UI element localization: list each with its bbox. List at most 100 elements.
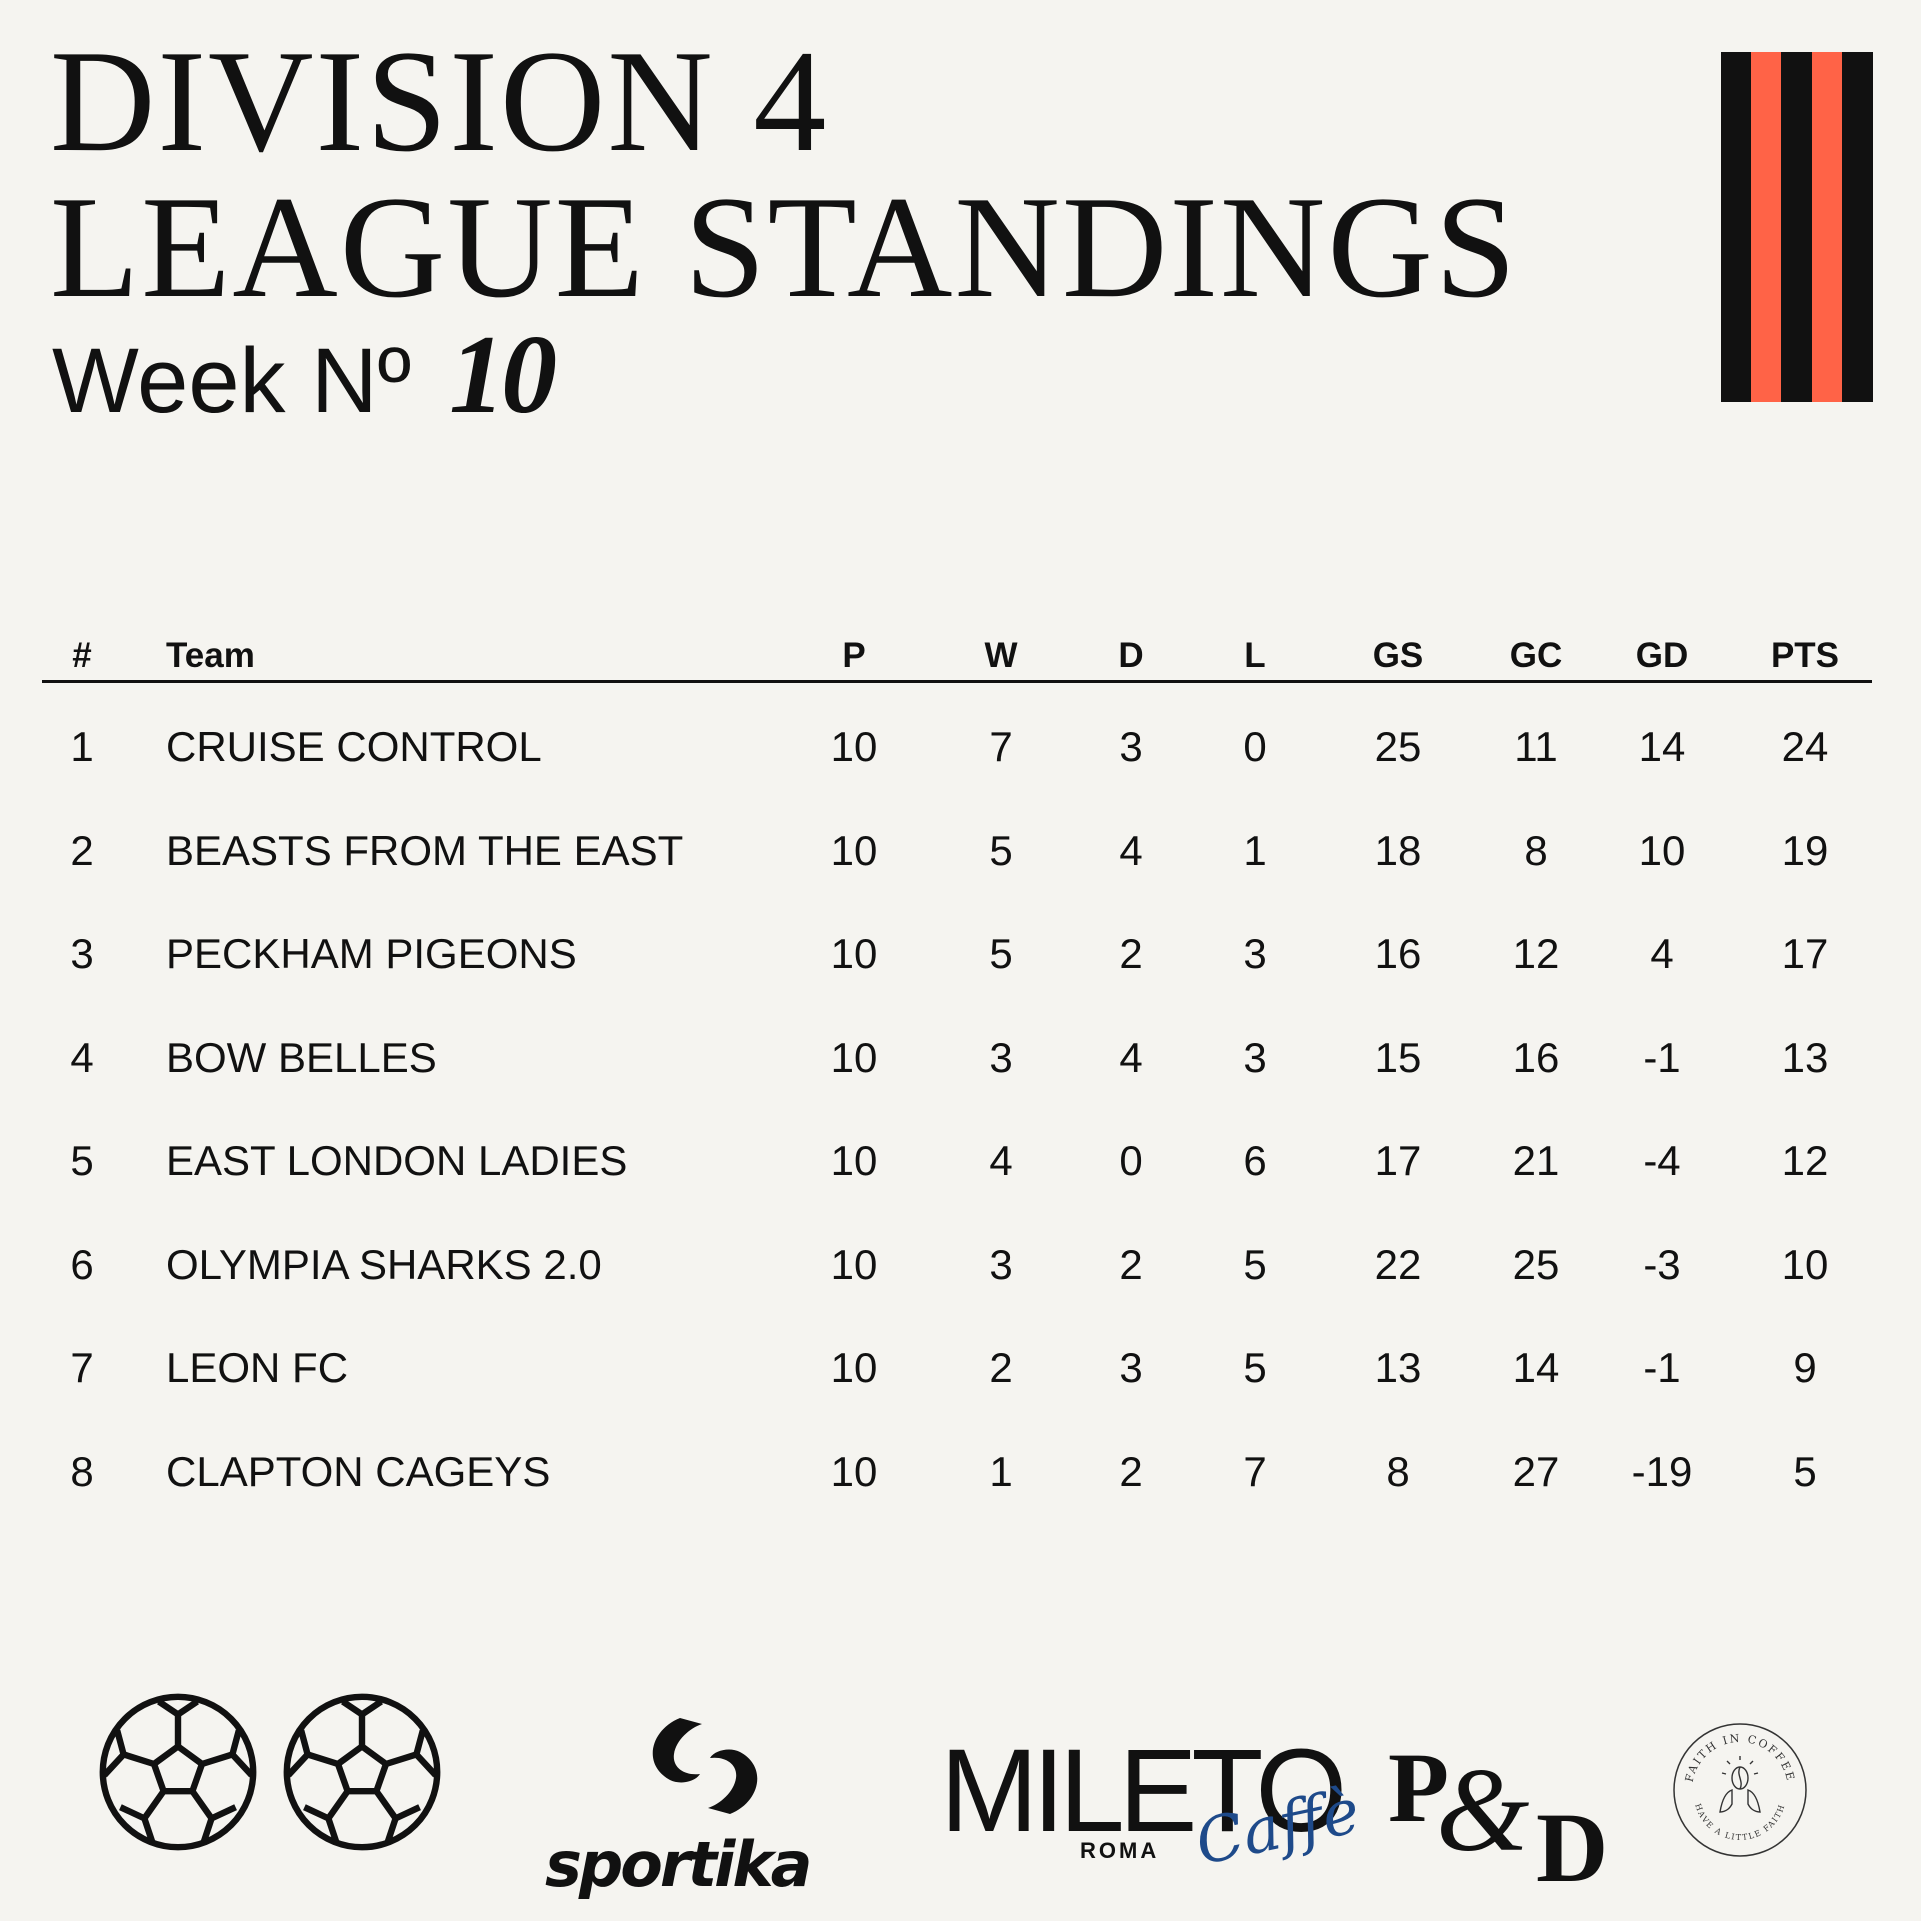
goals-conceded: 25: [1512, 1240, 1560, 1288]
rank: 5: [70, 1137, 94, 1184]
team-name: LEON FC: [166, 1344, 349, 1391]
table-row: 3 PECKHAM PIGEONS 10 5 2 3 16 12 4 17: [42, 898, 1872, 1002]
table-row: 7 LEON FC 10 2 3 5 13 14 -1 9: [42, 1312, 1872, 1416]
points: 13: [1781, 1033, 1829, 1081]
rank: 8: [70, 1447, 94, 1495]
header-drawn: D: [1118, 636, 1144, 675]
team-name: PECKHAM PIGEONS: [166, 930, 577, 977]
goals-conceded: 21: [1512, 1137, 1560, 1184]
table-row: 5 EAST LONDON LADIES 10 4 0 6 17 21 -4 1…: [42, 1105, 1872, 1209]
played: 10: [830, 930, 878, 977]
sponsor-footer: sportika MILETO ROMA Caffè P & D FAITH I…: [0, 1690, 1921, 1901]
drawn: 2: [1119, 1447, 1143, 1495]
rank: 3: [70, 930, 94, 977]
goals-conceded: 14: [1512, 1344, 1560, 1391]
drawn: 0: [1119, 1137, 1143, 1184]
won: 5: [989, 826, 1013, 874]
header-won: W: [984, 636, 1018, 675]
coffee-bean-icon: [1719, 1756, 1761, 1813]
header-played: P: [842, 636, 866, 675]
goals-conceded: 27: [1512, 1447, 1560, 1495]
header-points: PTS: [1770, 636, 1840, 675]
header-goals-conceded: GC: [1509, 636, 1563, 675]
goals-scored: 15: [1374, 1033, 1422, 1081]
drawn: 2: [1119, 930, 1143, 977]
played: 10: [830, 1137, 878, 1184]
pd-ampersand: &: [1436, 1743, 1530, 1876]
pd-letter-p: P: [1388, 1732, 1450, 1843]
standings-table: # Team P W D L GS GC GD PTS 1 CRUISE CON…: [42, 630, 1872, 1519]
goals-scored: 18: [1374, 826, 1422, 874]
points: 12: [1781, 1137, 1829, 1184]
table-row: 8 CLAPTON CAGEYS 10 1 2 7 8 27 -19 5: [42, 1416, 1872, 1520]
goal-difference: 10: [1638, 826, 1686, 874]
lost: 5: [1243, 1240, 1267, 1288]
drawn: 4: [1119, 1033, 1143, 1081]
points: 10: [1781, 1240, 1829, 1288]
fic-bottom-text: HAVE A LITTLE FAITH: [1693, 1803, 1785, 1843]
sportika-wordmark: sportika: [545, 1828, 812, 1901]
lost: 7: [1243, 1447, 1267, 1495]
rank: 4: [70, 1033, 94, 1081]
won: 3: [989, 1240, 1013, 1288]
header-team: Team: [166, 636, 255, 675]
points: 9: [1793, 1344, 1817, 1391]
drawn: 4: [1119, 826, 1143, 874]
played: 10: [830, 826, 878, 874]
points: 5: [1793, 1447, 1817, 1495]
team-name: BEASTS FROM THE EAST: [166, 826, 684, 874]
goals-scored: 16: [1374, 930, 1422, 977]
header-lost: L: [1244, 636, 1266, 675]
drawn: 2: [1119, 1240, 1143, 1288]
lost: 3: [1243, 930, 1267, 977]
team-name: CLAPTON CAGEYS: [166, 1447, 551, 1495]
goals-conceded: 8: [1524, 826, 1548, 874]
played: 10: [830, 1447, 878, 1495]
team-name: EAST LONDON LADIES: [166, 1137, 628, 1184]
won: 2: [989, 1344, 1013, 1391]
stripes-graphic: [1721, 52, 1873, 402]
lost: 0: [1243, 723, 1267, 770]
team-name: BOW BELLES: [166, 1033, 437, 1081]
sportika-swoosh-icon: [652, 1718, 758, 1814]
won: 1: [989, 1447, 1013, 1495]
goal-difference: -4: [1643, 1137, 1681, 1184]
lost: 6: [1243, 1137, 1267, 1184]
table-body: 1 CRUISE CONTROL 10 7 3 0 25 11 14 24 2 …: [42, 683, 1872, 1519]
week-indicator: Week Nº 10: [52, 319, 557, 432]
lost: 1: [1243, 826, 1267, 874]
goals-conceded: 16: [1512, 1033, 1560, 1081]
page-title: DIVISION 4 LEAGUE STANDINGS: [50, 28, 1518, 320]
week-number: 10: [449, 313, 557, 437]
points: 17: [1781, 930, 1829, 977]
goal-difference: 4: [1650, 930, 1674, 977]
goals-scored: 25: [1374, 723, 1422, 770]
rank: 6: [70, 1240, 94, 1288]
played: 10: [830, 723, 878, 770]
goal-difference: -1: [1643, 1033, 1681, 1081]
goals-scored: 22: [1374, 1240, 1422, 1288]
lost: 3: [1243, 1033, 1267, 1081]
header-rank: #: [72, 636, 92, 675]
week-label: Week Nº: [52, 330, 412, 432]
table-header: # Team P W D L GS GC GD PTS: [42, 630, 1872, 683]
svg-text:HAVE A LITTLE FAITH: HAVE A LITTLE FAITH: [1693, 1803, 1787, 1843]
table-row: 6 OLYMPIA SHARKS 2.0 10 3 2 5 22 25 -3 1…: [42, 1209, 1872, 1313]
goal-difference: -1: [1643, 1344, 1681, 1391]
goals-scored: 13: [1374, 1344, 1422, 1391]
team-name: CRUISE CONTROL: [166, 723, 542, 770]
soccer-ball-icon: [283, 1693, 441, 1851]
goals-scored: 17: [1374, 1137, 1422, 1184]
table-row: 4 BOW BELLES 10 3 4 3 15 16 -1 13: [42, 1002, 1872, 1106]
soccer-ball-icon: [99, 1693, 257, 1851]
played: 10: [830, 1033, 878, 1081]
won: 7: [989, 723, 1013, 770]
faith-in-coffee-logo: FAITH IN COFFEE HAVE A LITTLE FAITH: [1673, 1723, 1807, 1857]
won: 4: [989, 1137, 1013, 1184]
points: 24: [1781, 723, 1829, 770]
rank: 1: [70, 723, 94, 770]
played: 10: [830, 1240, 878, 1288]
goal-difference: -3: [1643, 1240, 1681, 1288]
header-goal-difference: GD: [1635, 636, 1689, 675]
played: 10: [830, 1344, 878, 1391]
